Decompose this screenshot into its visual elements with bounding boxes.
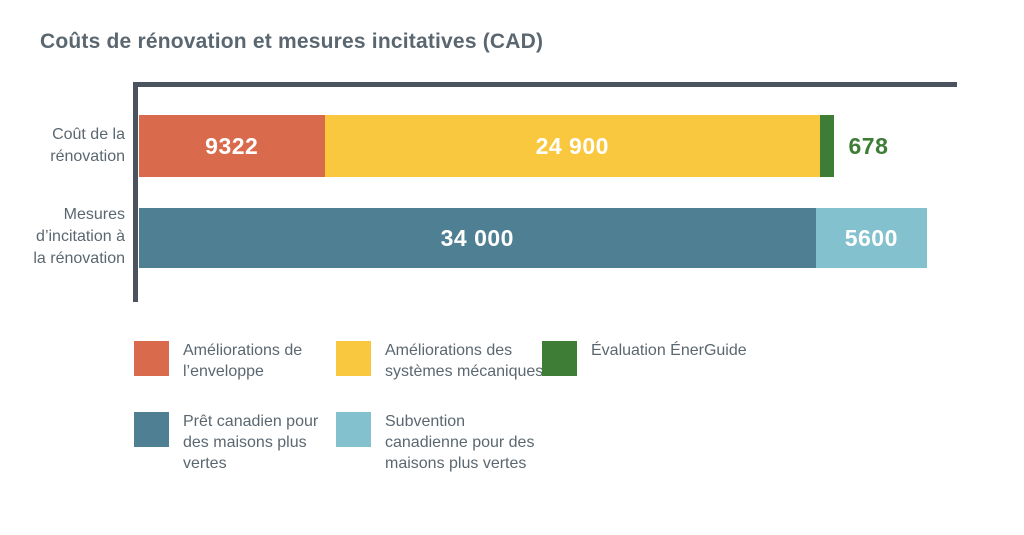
legend-label: Évaluation ÉnerGuide xyxy=(591,342,747,359)
legend-item-energuide: Évaluation ÉnerGuide xyxy=(542,340,751,376)
legend: Améliorations de l’enveloppe Amélioratio… xyxy=(134,340,914,510)
legend-item-greener-homes-grant: Subvention canadienne pour des maisons p… xyxy=(336,411,545,474)
bar-segment: 5600 xyxy=(815,208,927,268)
legend-swatch-mechanical xyxy=(336,341,371,376)
bar-renovation-incentives: 34 000 5600 xyxy=(139,208,927,268)
bar-renovation-cost: 9322 24 900 678 xyxy=(139,115,888,177)
segment-value-label: 9322 xyxy=(205,132,259,159)
category-label-renovation-incentives: Mesures d’incitation à la rénovation xyxy=(33,206,125,267)
bar-segment: 24 900 xyxy=(324,115,820,177)
legend-swatch-loan xyxy=(134,412,169,447)
bar-segment: 34 000 xyxy=(139,208,816,268)
legend-swatch-envelope xyxy=(134,341,169,376)
legend-label: Améliorations de l’enveloppe xyxy=(183,342,303,380)
legend-swatch-grant xyxy=(336,412,371,447)
segment-value-label-outside: 678 xyxy=(848,132,889,159)
segment-value-label: 24 900 xyxy=(535,132,609,159)
y-axis-line xyxy=(133,82,138,302)
chart-title: Coûts de rénovation et mesures incitativ… xyxy=(40,30,544,53)
x-axis-top-line xyxy=(133,82,957,87)
legend-swatch-energuide xyxy=(542,341,577,376)
segment-value-label: 34 000 xyxy=(440,224,514,251)
legend-label: Prêt canadien pour des maisons plus vert… xyxy=(183,413,319,472)
segment-value-label: 5600 xyxy=(844,224,898,251)
bar-segment: 9322 xyxy=(139,115,325,177)
legend-item-envelope: Améliorations de l’enveloppe xyxy=(134,340,343,382)
legend-label: Subvention canadienne pour des maisons p… xyxy=(385,413,535,472)
legend-label: Améliorations des systèmes mécaniques xyxy=(385,342,544,380)
legend-item-mechanical: Améliorations des systèmes mécaniques xyxy=(336,340,545,382)
legend-item-greener-homes-loan: Prêt canadien pour des maisons plus vert… xyxy=(134,411,343,474)
category-label-renovation-cost: Coût de la rénovation xyxy=(50,126,125,165)
bar-segment xyxy=(820,115,834,177)
